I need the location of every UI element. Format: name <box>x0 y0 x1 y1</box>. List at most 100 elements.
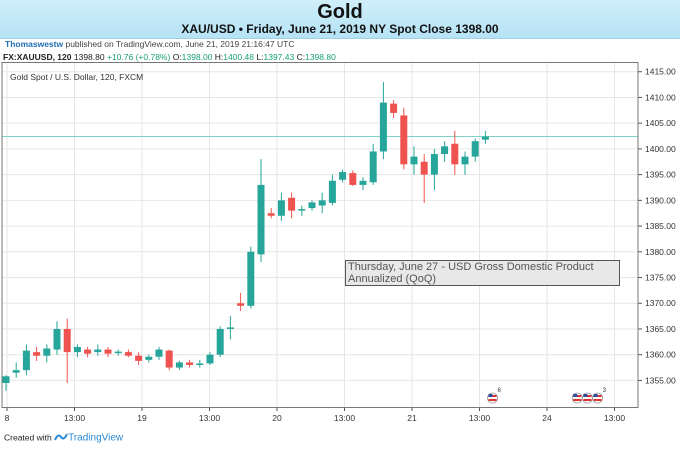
candle <box>339 169 346 182</box>
y-tick-label: 1400.00 <box>645 144 676 154</box>
candle-body <box>227 327 234 329</box>
high-label: H: <box>215 52 224 62</box>
candle <box>380 82 387 159</box>
candle-body <box>278 200 285 215</box>
event-count-label: 6 <box>498 388 502 394</box>
candle <box>268 208 275 218</box>
candle-body <box>309 202 316 208</box>
x-tick-label: 8 <box>5 413 10 423</box>
change-value: +10.76 (+0.78%) <box>107 52 170 62</box>
candle <box>319 193 326 214</box>
annotation-line-2: Annualized (QoQ) <box>348 273 619 285</box>
candle-body <box>23 351 30 371</box>
flag-stripe <box>489 399 497 401</box>
author-link[interactable]: Thomaswestw <box>5 39 63 49</box>
close-label: C: <box>297 52 306 62</box>
candle <box>166 350 173 371</box>
close-value: 1398.80 <box>305 52 336 62</box>
flag-canton <box>489 394 493 397</box>
candle <box>472 139 479 162</box>
candle-body <box>145 357 152 360</box>
candle-body <box>94 350 101 353</box>
candle-body <box>349 173 356 185</box>
axes: 1355.001360.001365.001370.001375.001380.… <box>2 63 676 424</box>
x-tick-label: 13:00 <box>469 413 491 423</box>
y-tick-label: 1395.00 <box>645 170 676 180</box>
candle <box>135 352 142 365</box>
x-tick-label: 24 <box>542 413 552 423</box>
candle <box>33 347 40 361</box>
candle-body <box>105 350 112 354</box>
candle <box>84 347 91 357</box>
published-info: Thomaswestw published on TradingView.com… <box>5 39 295 49</box>
published-text: published on TradingView.com, June 21, 2… <box>63 39 294 49</box>
y-tick-label: 1365.00 <box>645 324 676 334</box>
candle-body <box>64 329 71 352</box>
candle <box>145 355 152 363</box>
candles <box>3 82 489 391</box>
x-tick-label: 13:00 <box>604 413 626 423</box>
ohlc-legend: FX:XAUUSD, 120 1398.80 +10.76 (+0.78%) O… <box>3 52 336 62</box>
candle-body <box>258 185 265 254</box>
flag-stripe <box>594 399 602 401</box>
candle <box>278 193 285 221</box>
candle <box>23 344 30 375</box>
title-banner: Gold XAU/USD • Friday, June 21, 2019 NY … <box>0 0 680 39</box>
candle-body <box>54 329 61 350</box>
candle-body <box>400 115 407 164</box>
chart-subtitle: XAU/USD • Friday, June 21, 2019 NY Spot … <box>0 22 680 37</box>
candle <box>462 151 469 174</box>
y-tick-label: 1415.00 <box>645 67 676 77</box>
flag-canton <box>573 394 577 397</box>
y-tick-label: 1375.00 <box>645 273 676 283</box>
flag-stripe <box>583 399 591 401</box>
candle <box>370 144 377 185</box>
y-tick-label: 1370.00 <box>645 298 676 308</box>
candle <box>94 344 101 355</box>
open-value: 1398.00 <box>182 52 213 62</box>
annotation-line-1: Thursday, June 27 - USD Gross Domestic P… <box>348 261 619 273</box>
candle-body <box>13 370 20 373</box>
candle <box>349 171 356 186</box>
candle-body <box>84 350 91 354</box>
candle <box>43 344 50 362</box>
candle <box>217 326 224 357</box>
y-tick-label: 1380.00 <box>645 247 676 257</box>
candle-body <box>370 151 377 182</box>
symbol-label: FX:XAUUSD, 120 <box>3 52 72 62</box>
y-tick-label: 1385.00 <box>645 221 676 231</box>
chart-title: Gold <box>0 0 680 24</box>
tradingview-logo-icon <box>54 432 68 444</box>
candle <box>247 247 254 309</box>
candle <box>421 154 428 203</box>
candle-body <box>268 213 275 216</box>
candle-body <box>319 200 326 205</box>
candle-body <box>156 350 163 357</box>
candle-body <box>43 349 50 356</box>
event-annotation: Thursday, June 27 - USD Gross Domestic P… <box>345 260 620 286</box>
candle-body <box>135 356 142 361</box>
candle-body <box>166 351 173 368</box>
candle <box>105 347 112 357</box>
candle-body <box>298 209 305 211</box>
candle-body <box>339 172 346 180</box>
candle <box>288 193 295 219</box>
series-label: Gold Spot / U.S. Dollar, 120, FXCM <box>10 72 143 82</box>
candle-body <box>237 303 244 306</box>
us-flag-event-icon: 6 <box>488 388 502 403</box>
flag-canton <box>583 394 587 397</box>
candle-body <box>441 146 448 154</box>
x-tick-label: 13:00 <box>334 413 356 423</box>
tradingview-brand[interactable]: TradingView <box>68 432 123 443</box>
candle <box>431 149 438 190</box>
us-flag-event-icon: 3 <box>593 388 607 403</box>
candle <box>156 347 163 360</box>
candle <box>329 175 336 206</box>
candle-body <box>360 181 367 185</box>
candle-body <box>390 104 397 113</box>
candle-body <box>411 157 418 165</box>
candle <box>227 316 234 339</box>
candle <box>441 141 448 162</box>
candle-body <box>462 157 469 165</box>
